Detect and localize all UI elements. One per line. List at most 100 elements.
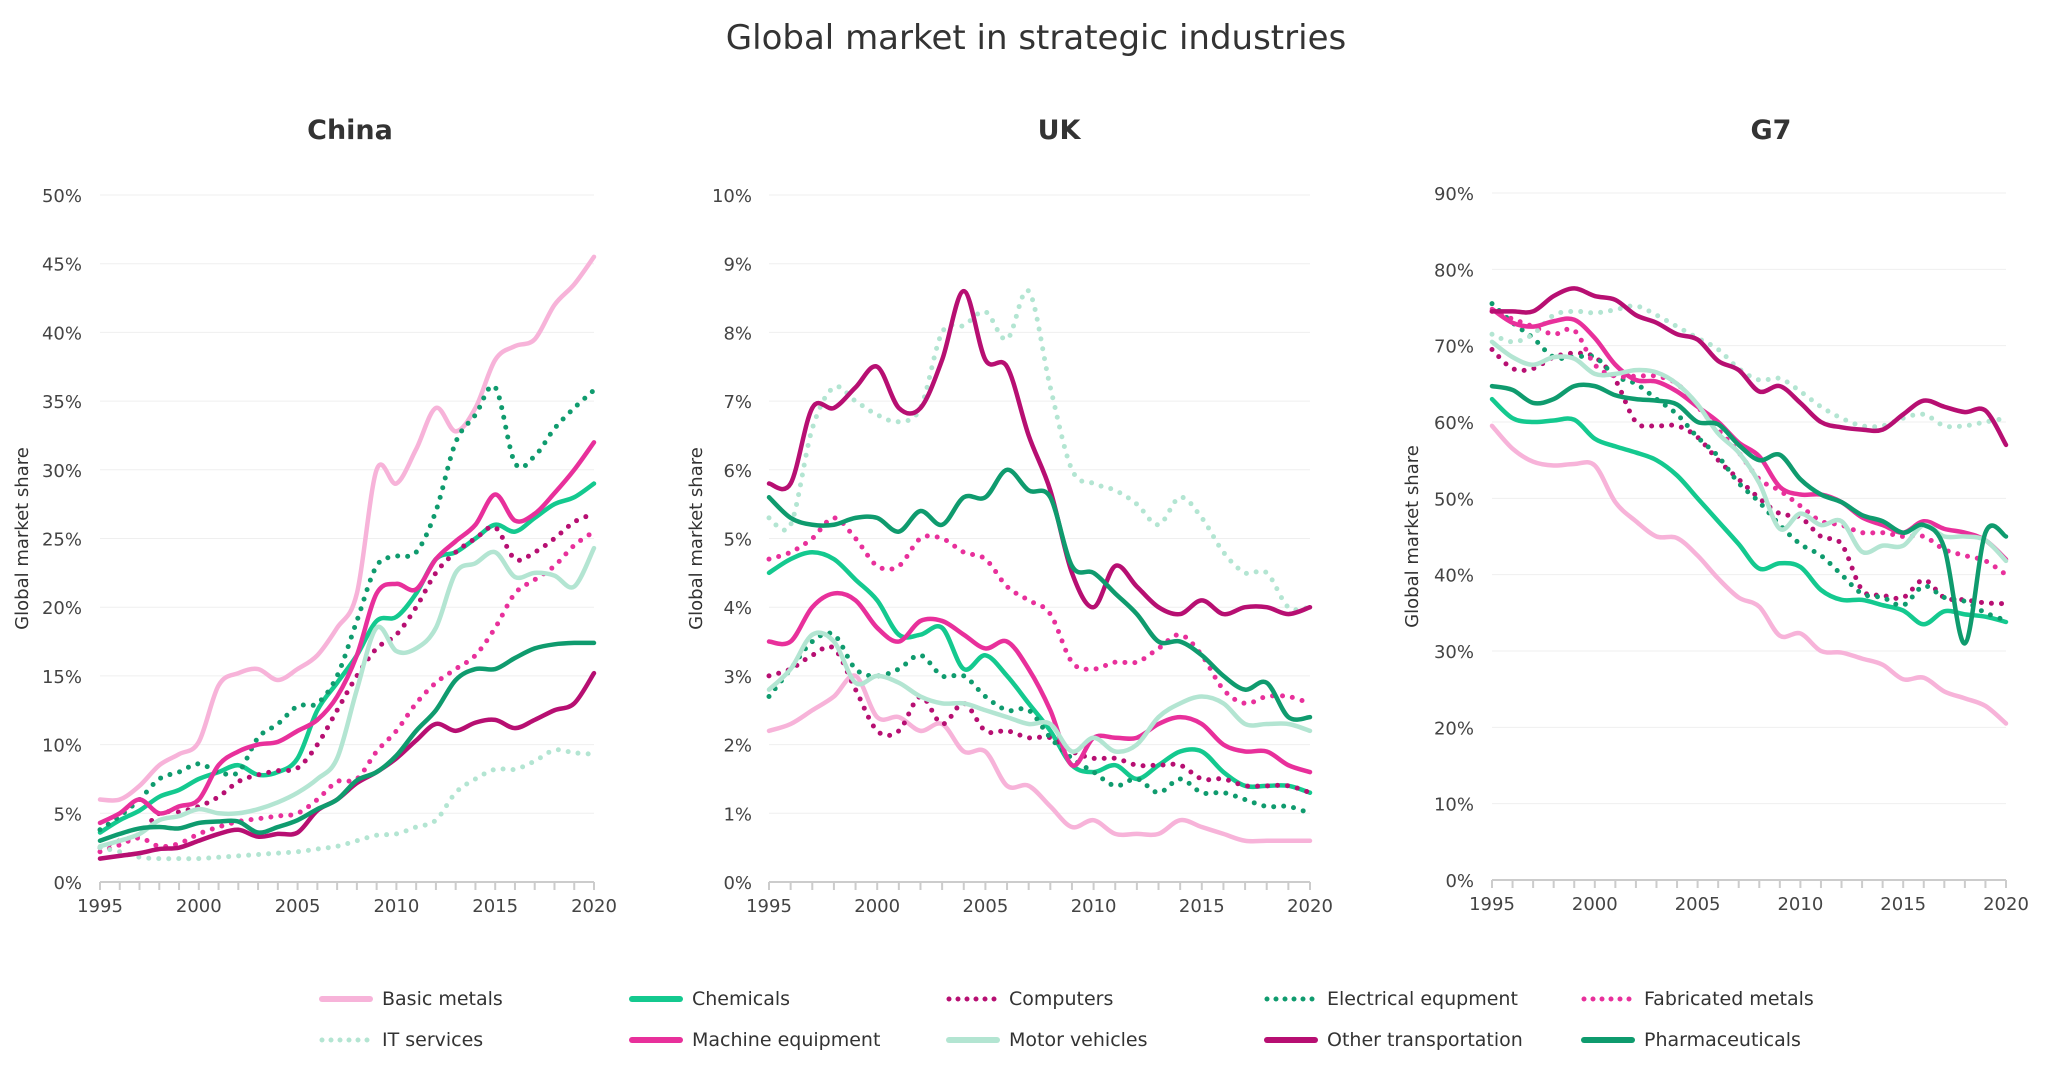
legend-item: Machine equipment <box>628 1027 880 1053</box>
x-tick-label: 2005 <box>1675 894 1721 915</box>
chart-g7: 0% 10% 20% 30% 40% 50% 60% 70% 80% 90% 1995 2000 200… <box>1402 184 2029 915</box>
y-axis-title: Global market share <box>1402 445 1423 628</box>
legend-swatch-icon <box>1264 1037 1318 1043</box>
legend-label: Chemicals <box>692 988 791 1010</box>
y-tick-label: 0% <box>723 873 752 894</box>
legend-item: Computers <box>945 986 1113 1012</box>
legend-item: Motor vehicles <box>945 1027 1148 1053</box>
series-line-fabricated-metals <box>1489 308 2009 578</box>
y-tick-label: 10% <box>42 736 82 757</box>
y-tick-label: 35% <box>42 392 82 413</box>
series-line-pharmaceuticals <box>1489 382 2009 646</box>
y-tick-label: 90% <box>1434 184 1474 205</box>
series-line-it-services <box>97 747 597 862</box>
x-tick-label: 2015 <box>1880 894 1926 915</box>
y-tick-label: 4% <box>723 598 752 619</box>
x-tick-label: 2015 <box>1179 896 1225 917</box>
series-line-pharmaceuticals <box>97 640 597 844</box>
y-tick-label: 20% <box>1434 718 1474 739</box>
x-tick-label: 2010 <box>373 896 419 917</box>
series-line-it-services <box>1489 303 2009 430</box>
series-line-electrical-equpment <box>1489 301 2009 623</box>
legend-label: Fabricated metals <box>1644 988 1814 1010</box>
x-tick-label: 2010 <box>1777 894 1823 915</box>
y-tick-label: 15% <box>42 667 82 688</box>
y-tick-label: 5% <box>53 804 82 825</box>
x-tick-label: 2020 <box>1287 896 1333 917</box>
series-line-basic-metals <box>97 254 597 803</box>
y-tick-label: 7% <box>723 392 752 413</box>
series-line-motor-vehicles <box>97 545 597 849</box>
legend-swatch-icon <box>1581 1037 1635 1043</box>
y-tick-label: 25% <box>42 530 82 551</box>
legend-label: Machine equipment <box>692 1029 881 1051</box>
series-line-machine-equipment <box>1489 306 2009 562</box>
legend-label: Basic metals <box>382 988 503 1010</box>
legend-item: Other transportation <box>1263 1027 1523 1053</box>
x-tick-label: 2000 <box>854 896 900 917</box>
figure-title: Global market in strategic industries <box>725 18 1347 58</box>
y-tick-label: 40% <box>1434 566 1474 587</box>
legend-item: Electrical equpment <box>1263 986 1518 1012</box>
y-tick-label: 45% <box>42 255 82 276</box>
legend-swatch-icon <box>629 996 683 1002</box>
series-line-other-transportation <box>766 288 1313 617</box>
series-line-computers <box>97 511 597 851</box>
y-tick-label: 8% <box>723 323 752 344</box>
series-line-basic-metals <box>1489 423 2009 726</box>
g7-chart-title: G7 <box>1750 115 1792 146</box>
legend-item: Chemicals <box>628 986 790 1012</box>
y-tick-label: 9% <box>723 255 752 276</box>
legend-label: Other transportation <box>1327 1029 1523 1051</box>
legend-swatch-icon <box>629 1037 683 1043</box>
chart-uk: 0% 1% 2% 3% 4% 5% 6% 7% 8% 9% 10% 1995 2000 2005 2010 2… <box>686 186 1333 917</box>
series-line-chemicals <box>1489 396 2009 627</box>
x-tick-label: 2020 <box>1983 894 2029 915</box>
series-line-computers <box>766 644 1313 796</box>
y-tick-label: 10% <box>1434 795 1474 816</box>
x-tick-label: 1995 <box>1469 894 1515 915</box>
series-line-fabricated-metals <box>97 529 597 855</box>
series-line-machine-equipment <box>766 590 1313 775</box>
x-tick-label: 2005 <box>275 896 321 917</box>
x-tick-label: 2000 <box>176 896 222 917</box>
series-line-chemicals <box>97 481 597 835</box>
legend-item: Basic metals <box>318 986 503 1012</box>
y-tick-label: 0% <box>53 873 82 894</box>
legend-swatch-icon <box>319 1037 373 1043</box>
series-line-chemicals <box>766 549 1313 795</box>
series-line-it-services <box>766 288 1313 613</box>
legend-label: Computers <box>1009 988 1114 1010</box>
series-line-electrical-equpment <box>97 383 597 833</box>
y-tick-label: 40% <box>42 323 82 344</box>
y-tick-label: 1% <box>723 804 752 825</box>
x-tick-label: 2020 <box>571 896 617 917</box>
series-line-fabricated-metals <box>766 515 1313 706</box>
y-tick-label: 30% <box>42 461 82 482</box>
y-tick-label: 0% <box>1445 871 1474 892</box>
y-axis-title: Global market share <box>686 447 707 630</box>
x-tick-label: 2005 <box>962 896 1008 917</box>
legend-item: IT services <box>318 1027 483 1053</box>
series-line-machine-equipment <box>97 440 597 826</box>
legend-label: IT services <box>382 1029 484 1051</box>
legend-swatch-icon <box>1581 996 1635 1002</box>
chart-china: 0% 5% 10% 15% 20% 25% 30% 35% 40% 45% 50% 1995 2000 2… <box>12 186 617 917</box>
legend-item: Fabricated metals <box>1580 986 1814 1012</box>
y-tick-label: 6% <box>723 461 752 482</box>
legend-label: Electrical equpment <box>1327 988 1518 1010</box>
china-chart-title: China <box>307 115 393 146</box>
y-tick-label: 50% <box>42 186 82 207</box>
x-tick-label: 1995 <box>746 896 792 917</box>
y-tick-label: 2% <box>723 736 752 757</box>
legend-swatch-icon <box>1264 996 1318 1002</box>
x-tick-label: 1995 <box>77 896 123 917</box>
legend-swatch-icon <box>946 1037 1000 1043</box>
series-line-pharmaceuticals <box>766 467 1313 722</box>
uk-chart-title: UK <box>1037 115 1081 146</box>
y-tick-label: 5% <box>723 530 752 551</box>
y-axis-title: Global market share <box>12 447 33 630</box>
y-tick-label: 50% <box>1434 489 1474 510</box>
y-tick-label: 80% <box>1434 260 1474 281</box>
legend-label: Motor vehicles <box>1009 1029 1148 1051</box>
